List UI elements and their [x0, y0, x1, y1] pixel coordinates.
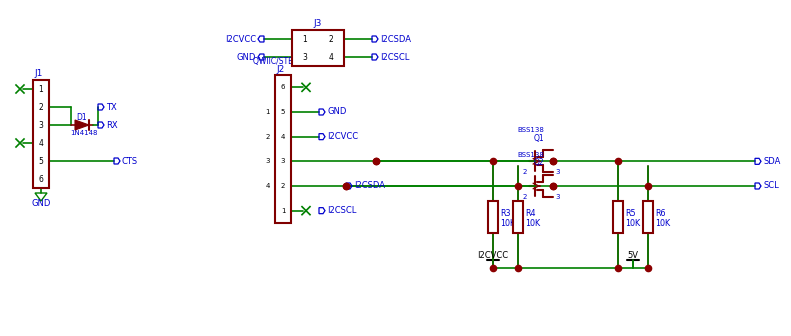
- Text: J3: J3: [314, 18, 322, 28]
- Text: 3: 3: [555, 169, 559, 175]
- Text: 2: 2: [39, 102, 44, 112]
- Text: 2: 2: [328, 35, 333, 43]
- Text: 3: 3: [303, 52, 308, 61]
- Text: BSS138: BSS138: [517, 127, 544, 133]
- Text: GND: GND: [237, 52, 256, 61]
- Text: J1: J1: [34, 69, 43, 78]
- Text: 1: 1: [281, 208, 286, 214]
- Text: I2CSDA: I2CSDA: [354, 181, 385, 191]
- Text: CTS: CTS: [122, 157, 138, 166]
- Text: I2CSCL: I2CSCL: [327, 206, 357, 215]
- Text: SCL: SCL: [763, 181, 779, 191]
- Text: 1: 1: [39, 84, 44, 93]
- Text: D1: D1: [77, 113, 87, 122]
- Text: 5V: 5V: [627, 252, 638, 260]
- Bar: [513, 201, 523, 233]
- Bar: [613, 201, 623, 233]
- Text: 4: 4: [328, 52, 334, 61]
- Text: R3: R3: [500, 209, 510, 217]
- Bar: [292, 30, 344, 66]
- Text: 5: 5: [39, 157, 44, 166]
- Text: QWIIC/STEMMA JST SH: QWIIC/STEMMA JST SH: [253, 56, 339, 66]
- Text: RX: RX: [106, 121, 118, 129]
- Text: 1N4148: 1N4148: [70, 130, 98, 136]
- Text: 6: 6: [39, 174, 44, 183]
- Text: Q1: Q1: [534, 134, 544, 143]
- Text: I2CVCC: I2CVCC: [225, 35, 256, 43]
- Text: 2: 2: [266, 134, 270, 140]
- Text: 2: 2: [523, 169, 527, 175]
- Text: GND: GND: [32, 200, 51, 209]
- Text: I2CSDA: I2CSDA: [380, 35, 411, 43]
- Polygon shape: [75, 120, 89, 130]
- Text: I2CVCC: I2CVCC: [478, 252, 509, 260]
- Bar: [33, 80, 49, 188]
- Text: 3: 3: [266, 158, 270, 164]
- Text: R5: R5: [625, 209, 636, 217]
- Text: 4: 4: [39, 138, 44, 148]
- Text: Q2: Q2: [534, 159, 544, 168]
- Text: R6: R6: [655, 209, 665, 217]
- Text: SDA: SDA: [763, 157, 781, 166]
- Text: R4: R4: [525, 209, 536, 217]
- Text: I2CVCC: I2CVCC: [327, 132, 358, 141]
- Text: 1: 1: [266, 109, 270, 115]
- Text: 2: 2: [523, 194, 527, 200]
- Text: BSS138: BSS138: [517, 152, 544, 158]
- Text: 10K: 10K: [655, 218, 670, 227]
- Text: 10K: 10K: [525, 218, 540, 227]
- Text: GND: GND: [327, 108, 346, 117]
- Bar: [275, 75, 291, 223]
- Text: 10K: 10K: [625, 218, 640, 227]
- Text: I2CSCL: I2CSCL: [380, 52, 410, 61]
- Text: 4: 4: [266, 183, 270, 189]
- Bar: [488, 201, 498, 233]
- Text: 4: 4: [281, 134, 286, 140]
- Text: 3: 3: [281, 158, 286, 164]
- Text: 1: 1: [303, 35, 308, 43]
- Bar: [643, 201, 653, 233]
- Text: J2: J2: [276, 66, 284, 75]
- Text: 6: 6: [281, 84, 286, 90]
- Text: 5: 5: [281, 109, 286, 115]
- Text: TX: TX: [106, 102, 117, 112]
- Text: 2: 2: [281, 183, 286, 189]
- Text: 10K: 10K: [500, 218, 515, 227]
- Text: 3: 3: [39, 121, 44, 129]
- Text: 3: 3: [555, 194, 559, 200]
